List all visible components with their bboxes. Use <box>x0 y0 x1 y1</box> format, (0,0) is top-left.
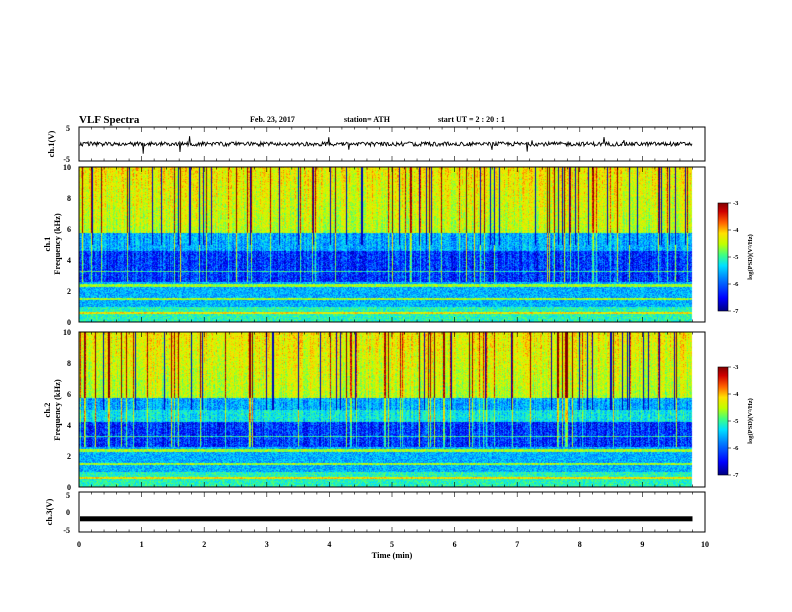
ch2-cbtick-m4: -4 <box>733 391 739 398</box>
time-axis-tick-labels: 0 1 2 3 4 5 6 7 8 9 10 <box>77 540 709 549</box>
ch1-colorbar-label: log(PSD)(V²/Hz) <box>747 234 754 280</box>
ch2-colorbar <box>717 366 729 476</box>
ch3-waveform-line <box>80 516 693 522</box>
ch1-waveform-panel: 5 -5 ch.1(V) <box>46 124 706 164</box>
time-tick-label: 8 <box>578 540 582 549</box>
ch2-ytick-0: 0 <box>67 483 71 492</box>
time-tick-label: 5 <box>390 540 394 549</box>
ch2-cbtick-m3: -3 <box>733 364 739 371</box>
time-tick-label: 10 <box>701 540 709 549</box>
ch1-ytick-bottom: -5 <box>63 155 70 164</box>
ch1-colorbar <box>717 202 729 312</box>
ch1-ytick-4: 4 <box>67 256 71 265</box>
ch3-waveform-frame <box>78 491 706 533</box>
ch3-ytick-mid: 0 <box>66 508 70 517</box>
figure-title: VLF Spectra <box>79 114 140 126</box>
ch2-spectrogram-yticks: 0 2 4 6 8 10 <box>63 328 71 492</box>
ch2-spectrogram-channel-label: ch.2 <box>42 403 52 418</box>
ch2-ytick-2: 2 <box>67 452 71 461</box>
ch3-ytick-bottom: -5 <box>63 526 70 535</box>
time-tick-label: 2 <box>202 540 206 549</box>
ch1-ytick-top: 5 <box>66 124 70 133</box>
ch3-ytick-top: 5 <box>66 491 70 500</box>
date-label: Feb. 23, 2017 <box>250 115 295 124</box>
ch1-spectrogram-channel-label: ch.1 <box>42 237 52 252</box>
ch2-ytick-6: 6 <box>67 390 71 399</box>
time-tick-label: 0 <box>77 540 81 549</box>
ch1-waveform-line <box>79 136 693 154</box>
ch1-ytick-10: 10 <box>63 163 71 172</box>
ch2-ytick-10: 10 <box>63 328 71 337</box>
ch2-spectrogram-panel: 0 2 4 6 8 10 ch.2 Frequency (kHz) -3 -4 … <box>42 328 754 492</box>
ch1-spectrogram-panel: 0 2 4 6 8 10 ch.1 Frequency (kHz) -3 -4 … <box>42 163 754 327</box>
ch3-waveform-ylabel: ch.3(V) <box>44 498 54 525</box>
ch1-spectrogram-ylabel: Frequency (kHz) <box>52 213 62 275</box>
ch1-waveform-ticks <box>78 127 706 161</box>
ch3-waveform-ticks <box>78 492 706 532</box>
time-tick-label: 7 <box>515 540 519 549</box>
ch1-cbtick-m3: -3 <box>733 200 739 207</box>
ch2-colorbar-ticks: -3 -4 -5 -6 -7 <box>728 364 739 479</box>
ch1-ytick-2: 2 <box>67 287 71 296</box>
ch1-cbtick-m6: -6 <box>733 281 739 288</box>
ch2-spectrogram-image <box>79 332 705 487</box>
time-axis-label: Time (min) <box>372 550 413 560</box>
ch2-spectrogram-ylabel: Frequency (kHz) <box>52 379 62 441</box>
ch1-cbtick-m4: -4 <box>733 227 739 234</box>
station-label: station= ATH <box>344 115 391 124</box>
time-tick-label: 3 <box>265 540 269 549</box>
time-tick-label: 6 <box>453 540 457 549</box>
ch2-ytick-8: 8 <box>67 359 71 368</box>
ch1-spectrogram-ticks <box>78 167 706 322</box>
ch1-spectrogram-image <box>79 167 705 322</box>
time-tick-label: 4 <box>327 540 331 549</box>
ch1-cbtick-m7: -7 <box>733 308 739 315</box>
ch3-waveform-panel: 5 0 -5 ch.3(V) <box>44 491 706 535</box>
ch2-cbtick-m6: -6 <box>733 445 739 452</box>
start-time-label: start UT = 2 : 20 : 1 <box>438 115 505 124</box>
ch2-cbtick-m5: -5 <box>733 418 739 425</box>
ch1-ytick-6: 6 <box>67 225 71 234</box>
ch1-colorbar-ticks: -3 -4 -5 -6 -7 <box>728 200 739 315</box>
ch2-spectrogram-ticks <box>78 332 706 487</box>
ch2-ytick-4: 4 <box>67 421 71 430</box>
ch2-colorbar-label: log(PSD)(V²/Hz) <box>747 398 754 444</box>
ch1-waveform-ylabel: ch.1(V) <box>46 130 56 157</box>
ch1-ytick-8: 8 <box>67 194 71 203</box>
time-tick-label: 1 <box>140 540 144 549</box>
ch1-ytick-0: 0 <box>67 318 71 327</box>
ch1-cbtick-m5: -5 <box>733 254 739 261</box>
ch1-spectrogram-yticks: 0 2 4 6 8 10 <box>63 163 71 327</box>
ch2-cbtick-m7: -7 <box>733 472 739 479</box>
time-tick-label: 9 <box>640 540 644 549</box>
